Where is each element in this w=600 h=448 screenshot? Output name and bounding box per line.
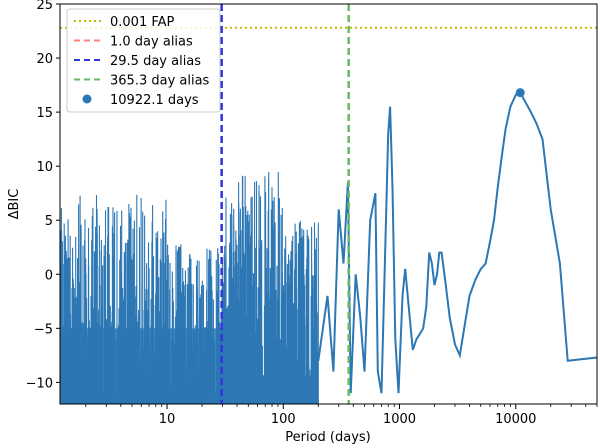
legend-box <box>66 8 221 113</box>
legend-label: 365.3 day alias <box>110 74 210 89</box>
series-layer <box>317 91 597 394</box>
x-tick-label: 10000 <box>495 412 536 427</box>
legend-entry: 365.3 day alias <box>74 74 210 89</box>
legend-label: 10922.1 days <box>110 93 199 108</box>
noise-fill <box>60 328 223 404</box>
peak-marker <box>515 88 525 98</box>
x-axis-label: Period (days) <box>285 430 371 445</box>
legend-entry: 0.001 FAP <box>74 15 175 30</box>
legend-marker <box>82 94 92 104</box>
axes: −10 −5 0 5 10 15 20 25 10 100 1000 10000 <box>26 0 598 427</box>
y-tick-label: 20 <box>36 52 53 67</box>
series-line <box>317 91 597 394</box>
y-tick-label: 15 <box>36 106 53 121</box>
y-tick-label: 0 <box>45 268 53 283</box>
y-tick-label: 10 <box>36 160 53 175</box>
short-period-noise <box>60 172 319 404</box>
legend-label: 0.001 FAP <box>110 15 175 30</box>
y-tick-label: −5 <box>34 322 53 337</box>
x-tick-label: 100 <box>271 412 296 427</box>
legend-entry: 29.5 day alias <box>74 54 201 69</box>
y-axis-label: ΔBIC <box>7 189 22 220</box>
legend-entry: 1.0 day alias <box>74 35 193 50</box>
legend-entry: 10922.1 days <box>82 93 199 108</box>
x-tick-label: 10 <box>159 412 176 427</box>
y-tick-label: 5 <box>45 214 53 229</box>
plot-frame <box>59 3 598 405</box>
y-tick-label: 25 <box>36 0 53 13</box>
x-tick-label: 1000 <box>383 412 416 427</box>
reference-lines <box>60 4 597 404</box>
legend-label: 29.5 day alias <box>110 54 201 69</box>
legend: 0.001 FAP 1.0 day alias 29.5 day alias 365.… <box>66 8 221 113</box>
legend-label: 1.0 day alias <box>110 35 193 50</box>
y-tick-label: −10 <box>26 376 53 391</box>
